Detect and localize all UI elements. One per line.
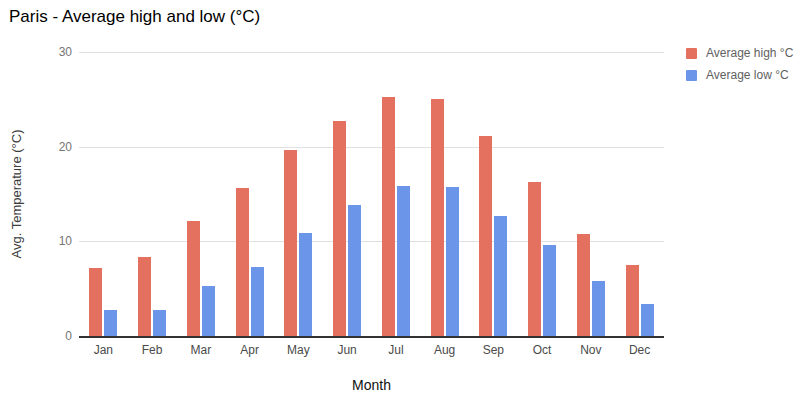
y-tick-20: 20 [0,140,72,154]
bar-high-feb [138,257,151,336]
bar-group-nov [567,52,616,336]
legend-swatch-high-icon [686,48,697,59]
legend-label-average-low: Average low °C [706,68,789,82]
x-tick-jun: Jun [323,343,372,357]
x-tick-feb: Feb [128,343,177,357]
bar-high-dec [626,265,639,336]
plot-area [79,52,664,338]
bar-group-jan [79,52,128,336]
bar-group-sep [469,52,518,336]
bar-high-oct [528,182,541,336]
bar-high-jun [333,121,346,336]
bar-group-oct [518,52,567,336]
y-axis-tick-labels: 0102030 [0,52,72,336]
bar-low-aug [446,187,459,336]
chart-container: Paris - Average high and low (°C) Avg. T… [0,0,803,407]
bar-low-oct [543,245,556,336]
bar-group-mar [177,52,226,336]
bar-group-aug [420,52,469,336]
bar-low-nov [592,281,605,336]
y-tick-10: 10 [0,234,72,248]
x-tick-oct: Oct [518,343,567,357]
bar-low-feb [153,310,166,337]
x-tick-dec: Dec [615,343,664,357]
bar-group-jul [372,52,421,336]
chart-title: Paris - Average high and low (°C) [9,7,260,27]
bar-groups [79,52,664,336]
bar-low-dec [641,304,654,336]
bar-low-jul [397,186,410,336]
x-tick-jul: Jul [372,343,421,357]
x-tick-mar: Mar [177,343,226,357]
legend-label-average-high: Average high °C [706,46,793,60]
bar-high-may [284,150,297,336]
bar-high-sep [479,136,492,336]
legend-swatch-low-icon [686,70,697,81]
bar-low-sep [494,216,507,336]
x-tick-nov: Nov [567,343,616,357]
y-tick-30: 30 [0,45,72,59]
bar-low-jun [348,205,361,336]
x-tick-apr: Apr [225,343,274,357]
bar-low-mar [202,286,215,336]
x-tick-jan: Jan [79,343,128,357]
bar-low-jan [104,310,117,336]
bar-group-feb [128,52,177,336]
bar-high-jul [382,97,395,336]
bar-low-may [299,233,312,336]
bar-high-mar [187,221,200,336]
bar-high-nov [577,234,590,336]
bar-high-jan [89,268,102,336]
bar-group-may [274,52,323,336]
x-tick-aug: Aug [420,343,469,357]
bar-high-aug [431,99,444,336]
x-tick-sep: Sep [469,343,518,357]
bar-group-apr [225,52,274,336]
x-axis-tick-labels: JanFebMarAprMayJunJulAugSepOctNovDec [79,343,664,357]
y-tick-0: 0 [0,329,72,343]
bar-group-jun [323,52,372,336]
bar-group-dec [615,52,664,336]
bar-low-apr [251,267,264,336]
bar-high-apr [236,188,249,336]
x-axis-title: Month [79,377,664,393]
legend: Average high °C Average low °C [686,46,793,82]
legend-item-average-low: Average low °C [686,68,793,82]
x-tick-may: May [274,343,323,357]
legend-item-average-high: Average high °C [686,46,793,60]
